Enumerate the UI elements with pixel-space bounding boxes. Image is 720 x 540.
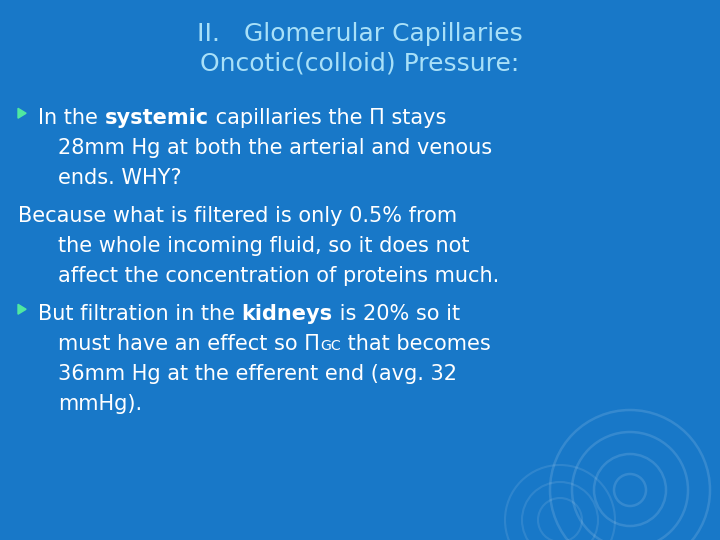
Text: 28mm Hg at both the arterial and venous: 28mm Hg at both the arterial and venous [58,138,492,158]
Text: But filtration in the: But filtration in the [38,304,242,324]
Text: ends. WHY?: ends. WHY? [58,168,181,188]
Polygon shape [18,305,26,314]
Text: capillaries the Π stays: capillaries the Π stays [209,108,446,128]
Text: In the: In the [38,108,104,128]
Polygon shape [18,109,26,118]
Text: that becomes: that becomes [341,334,490,354]
Text: II.   Glomerular Capillaries: II. Glomerular Capillaries [197,22,523,46]
Text: GC: GC [320,339,341,353]
Text: must have an effect so Π: must have an effect so Π [58,334,320,354]
Text: systemic: systemic [104,108,209,128]
Text: Because what is filtered is only 0.5% from: Because what is filtered is only 0.5% fr… [18,206,457,226]
Text: Oncotic(colloid) Pressure:: Oncotic(colloid) Pressure: [200,52,520,76]
Text: is 20% so it: is 20% so it [333,304,460,324]
Text: affect the concentration of proteins much.: affect the concentration of proteins muc… [58,266,499,286]
Text: kidneys: kidneys [242,304,333,324]
Text: 36mm Hg at the efferent end (avg. 32: 36mm Hg at the efferent end (avg. 32 [58,364,457,384]
Text: the whole incoming fluid, so it does not: the whole incoming fluid, so it does not [58,236,469,256]
Text: mmHg).: mmHg). [58,394,142,414]
